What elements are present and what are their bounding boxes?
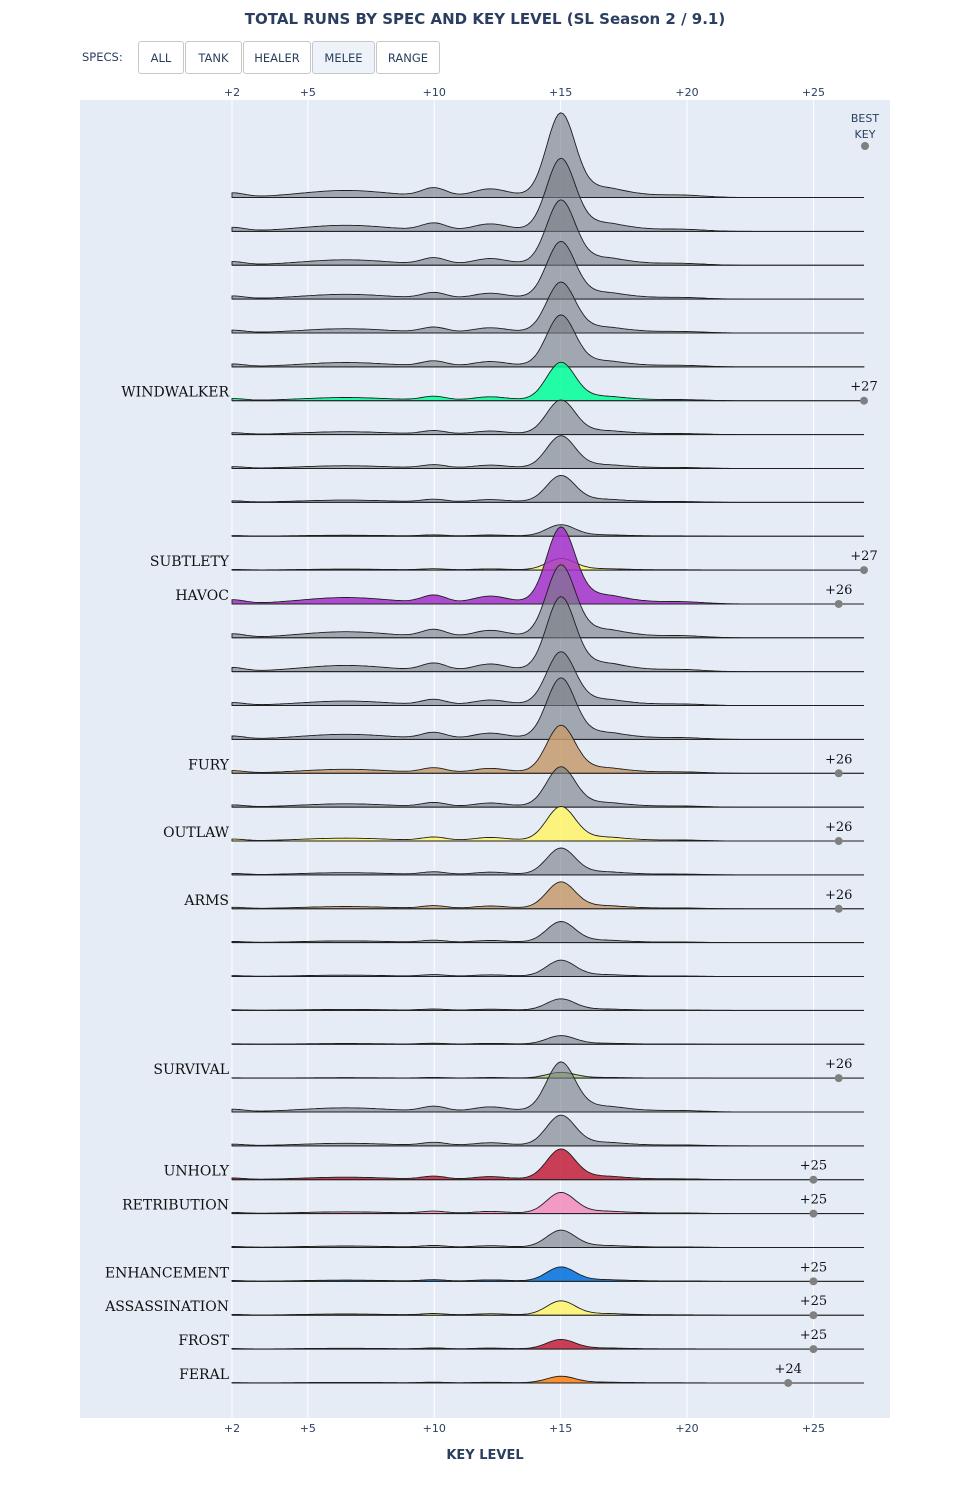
best-key-label: +27 <box>850 380 877 395</box>
ridge-unlabeled <box>231 474 864 503</box>
ridge-unlabeled <box>231 435 864 469</box>
best-key-label: +26 <box>825 820 852 835</box>
spec-label: RETRIBUTION <box>122 1198 229 1214</box>
x-tick-label-top: +2 <box>224 86 240 99</box>
ridge-havoc: HAVOC +26 <box>175 526 864 608</box>
ridge-unlabeled <box>231 766 864 808</box>
spec-button-healer[interactable]: HEALER <box>243 41 311 74</box>
x-axis-title: KEY LEVEL <box>446 1448 524 1463</box>
best-key-header: KEY <box>855 128 876 141</box>
x-tick-label-top: +5 <box>300 86 316 99</box>
spec-button-melee[interactable]: MELEE <box>312 41 375 74</box>
spec-button-tank[interactable]: TANK <box>185 41 242 74</box>
x-tick-label-top: +25 <box>802 86 825 99</box>
best-key-label: +25 <box>800 1294 827 1309</box>
best-key-marker <box>809 1277 818 1286</box>
best-key-header: BEST <box>851 112 879 125</box>
spec-label: SURVIVAL <box>153 1062 229 1078</box>
x-tick-label-bottom: +2 <box>224 1422 240 1435</box>
ridge-retribution: RETRIBUTION +25 <box>122 1191 864 1218</box>
best-key-label: +24 <box>774 1362 801 1377</box>
ridge-unlabeled <box>231 677 864 740</box>
x-tick-label-top: +10 <box>423 86 446 99</box>
ridge-unlabeled <box>231 959 864 978</box>
best-key-marker <box>834 1074 843 1083</box>
ridge-unlabeled <box>231 1035 865 1045</box>
ridge-frost: FROST +25 <box>178 1328 864 1354</box>
ridge-unlabeled <box>231 1114 864 1147</box>
plot-background <box>80 100 890 1418</box>
best-key-label: +25 <box>800 1159 827 1174</box>
best-key-marker <box>784 1378 793 1387</box>
best-key-marker <box>860 566 868 575</box>
ridge-enhancement: ENHANCEMENT +25 <box>105 1260 864 1286</box>
spec-label: FERAL <box>179 1367 229 1383</box>
x-tick-label-bottom: +15 <box>549 1422 572 1435</box>
spec-label: WINDWALKER <box>121 385 229 401</box>
spec-filter-buttons: ALL TANK HEALER MELEE RANGE <box>138 41 441 74</box>
ridge-unlabeled <box>231 1061 864 1113</box>
x-tick-label-bottom: +10 <box>423 1422 446 1435</box>
spec-button-range[interactable]: RANGE <box>376 41 440 74</box>
ridge-arms: ARMS +26 <box>183 881 864 913</box>
spec-label: ENHANCEMENT <box>105 1265 230 1281</box>
best-key-label: +26 <box>825 583 852 598</box>
spec-label: FROST <box>178 1333 229 1349</box>
ridge-unholy: UNHOLY +25 <box>164 1148 864 1184</box>
specs-label: SPECS: <box>82 50 123 64</box>
spec-label: UNHOLY <box>164 1164 230 1180</box>
ridge-unlabeled <box>231 921 864 944</box>
ridge-feral: FERAL +24 <box>179 1362 864 1387</box>
best-key-marker <box>809 1311 818 1320</box>
best-key-label: +27 <box>850 549 877 564</box>
best-key-marker <box>809 1209 818 1218</box>
x-tick-label-top: +20 <box>675 86 698 99</box>
best-key-marker <box>834 599 843 608</box>
spec-label: ARMS <box>183 893 229 909</box>
best-key-header-marker <box>861 142 869 150</box>
ridge-unlabeled <box>231 1229 864 1248</box>
best-key-marker <box>860 396 868 405</box>
ridge-outlaw: OUTLAW +26 <box>163 805 864 846</box>
ridge-unlabeled <box>231 314 865 368</box>
best-key-marker <box>834 904 843 913</box>
spec-label: ASSASSINATION <box>104 1299 229 1315</box>
best-key-label: +25 <box>800 1193 827 1208</box>
chart-title: TOTAL RUNS BY SPEC AND KEY LEVEL (SL Sea… <box>244 10 726 28</box>
ridge-unlabeled <box>231 847 864 876</box>
best-key-label: +26 <box>825 752 852 767</box>
spec-label: FURY <box>188 757 230 773</box>
x-tick-label-bottom: +5 <box>300 1422 316 1435</box>
x-tick-label-bottom: +20 <box>675 1422 698 1435</box>
x-tick-label-top: +15 <box>549 86 572 99</box>
best-key-label: +25 <box>800 1328 827 1343</box>
best-key-label: +26 <box>825 888 852 903</box>
best-key-marker <box>834 769 843 778</box>
spec-label: HAVOC <box>175 588 229 604</box>
best-key-marker <box>834 837 843 846</box>
ridge-unlabeled <box>231 399 864 436</box>
spec-label: OUTLAW <box>163 825 229 841</box>
best-key-label: +26 <box>825 1057 852 1072</box>
ridge-assassination: ASSASSINATION +25 <box>104 1294 864 1320</box>
ridge-unlabeled <box>231 998 864 1011</box>
best-key-marker <box>809 1345 818 1354</box>
best-key-marker <box>809 1175 818 1184</box>
ridge-fury: FURY +26 <box>188 724 864 778</box>
spec-label: SUBTLETY <box>150 554 230 570</box>
best-key-label: +25 <box>800 1260 827 1275</box>
spec-button-all[interactable]: ALL <box>138 41 184 74</box>
ridge-unlabeled <box>231 524 864 537</box>
ridge-windwalker: WINDWALKER +27 <box>121 361 878 405</box>
x-tick-label-bottom: +25 <box>802 1422 825 1435</box>
